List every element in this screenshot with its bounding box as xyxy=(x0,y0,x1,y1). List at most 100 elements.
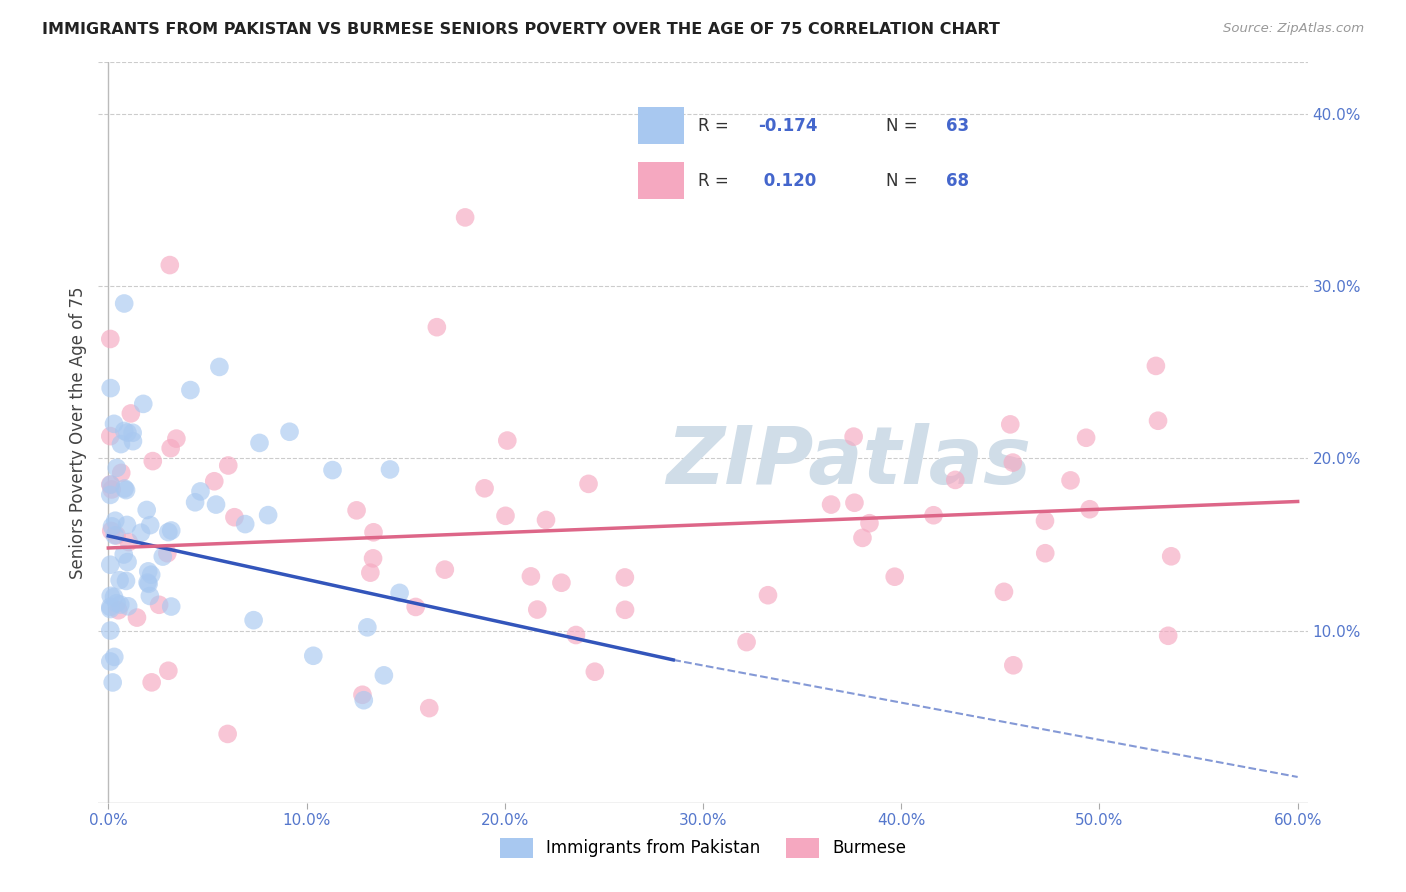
Point xyxy=(922,508,945,523)
Point xyxy=(356,620,378,634)
Point xyxy=(136,565,159,579)
Point xyxy=(205,498,228,512)
Point xyxy=(117,555,139,569)
Point xyxy=(157,664,180,678)
Point xyxy=(98,602,121,616)
Point xyxy=(454,211,477,225)
Point xyxy=(152,549,174,564)
Point xyxy=(98,332,121,346)
Point xyxy=(842,429,865,443)
Point xyxy=(139,518,162,533)
Point xyxy=(148,598,170,612)
Point xyxy=(1147,414,1170,428)
Point xyxy=(278,425,301,439)
Point xyxy=(534,513,557,527)
Point xyxy=(160,524,183,538)
Point xyxy=(614,603,637,617)
Point xyxy=(136,575,159,590)
Point xyxy=(100,589,122,603)
Point xyxy=(98,599,121,614)
Point xyxy=(217,458,239,473)
Point xyxy=(756,588,779,602)
Point xyxy=(851,531,873,545)
Point xyxy=(224,510,246,524)
Point xyxy=(1002,658,1025,673)
Point xyxy=(103,417,125,431)
Point xyxy=(858,516,880,531)
Point xyxy=(363,525,385,540)
Point xyxy=(1157,629,1180,643)
Point xyxy=(190,484,212,499)
Point xyxy=(129,525,152,540)
Point xyxy=(160,599,183,614)
Point xyxy=(122,434,145,449)
Point xyxy=(132,397,155,411)
Point xyxy=(115,517,138,532)
Point xyxy=(361,551,384,566)
Point xyxy=(378,462,401,476)
Point xyxy=(418,701,440,715)
Point xyxy=(578,476,600,491)
Point xyxy=(1001,456,1024,470)
Point xyxy=(98,655,121,669)
Point xyxy=(117,425,139,440)
Point xyxy=(118,535,141,549)
Point xyxy=(125,610,148,624)
Point xyxy=(159,258,181,272)
Point xyxy=(550,575,572,590)
Point xyxy=(565,628,588,642)
Point xyxy=(101,675,124,690)
Point xyxy=(883,570,905,584)
Point xyxy=(112,424,135,438)
Point xyxy=(105,460,128,475)
Point xyxy=(98,429,121,443)
Point xyxy=(142,454,165,468)
Point xyxy=(100,524,122,538)
Point xyxy=(98,477,121,491)
Point xyxy=(104,528,127,542)
Point xyxy=(353,693,375,707)
Point xyxy=(98,558,121,572)
Point xyxy=(104,514,127,528)
Y-axis label: Seniors Poverty Over the Age of 75: Seniors Poverty Over the Age of 75 xyxy=(69,286,87,579)
Point xyxy=(583,665,606,679)
Point xyxy=(1074,431,1097,445)
Point xyxy=(820,498,842,512)
Point xyxy=(373,668,395,682)
Point xyxy=(359,566,381,580)
Point xyxy=(495,508,517,523)
Point xyxy=(388,586,411,600)
Point xyxy=(474,481,496,495)
Point xyxy=(135,503,157,517)
Point xyxy=(121,425,143,440)
Point xyxy=(943,473,966,487)
Point xyxy=(433,563,456,577)
Point xyxy=(117,599,139,614)
Point xyxy=(520,569,543,583)
Point xyxy=(993,584,1015,599)
Point xyxy=(110,598,132,612)
Point xyxy=(114,482,136,496)
Point xyxy=(100,477,122,491)
Point xyxy=(1033,546,1056,560)
Point xyxy=(105,596,128,610)
Point xyxy=(217,727,239,741)
Point xyxy=(110,437,132,451)
Point xyxy=(112,548,135,562)
Text: ZIPatlas: ZIPatlas xyxy=(665,423,1031,501)
Point xyxy=(120,406,142,420)
Point xyxy=(184,495,207,509)
Point xyxy=(1033,514,1056,528)
Point xyxy=(108,573,131,587)
Text: IMMIGRANTS FROM PAKISTAN VS BURMESE SENIORS POVERTY OVER THE AGE OF 75 CORRELATI: IMMIGRANTS FROM PAKISTAN VS BURMESE SENI… xyxy=(42,22,1000,37)
Point xyxy=(110,466,132,480)
Point xyxy=(735,635,758,649)
Point xyxy=(257,508,280,522)
Point xyxy=(346,503,368,517)
Point xyxy=(352,688,374,702)
Point xyxy=(1059,474,1081,488)
Point xyxy=(613,570,636,584)
Point xyxy=(103,649,125,664)
Point xyxy=(139,589,162,603)
Point xyxy=(100,483,122,497)
